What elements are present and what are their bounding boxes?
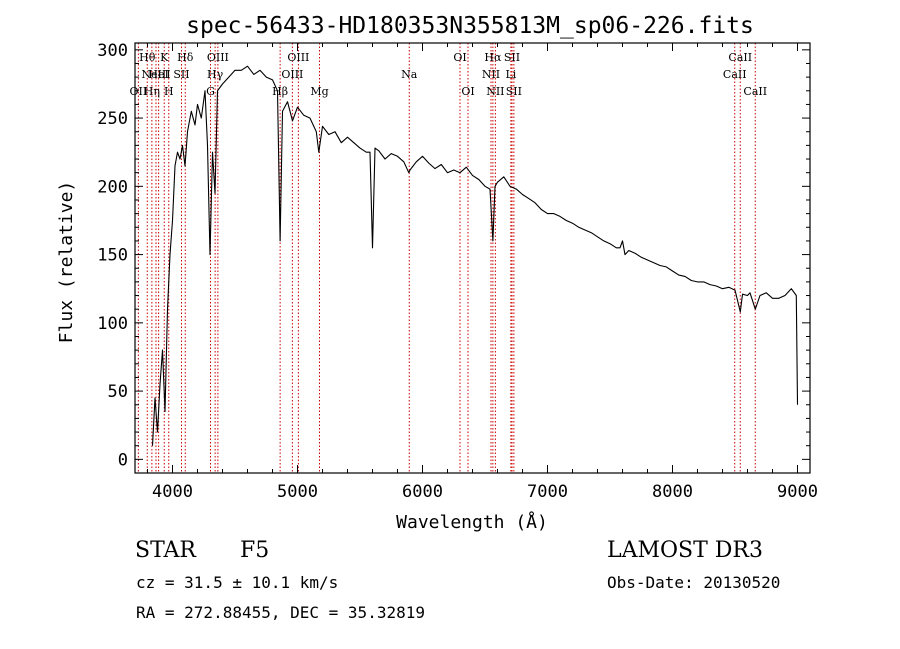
object-class: STAR	[135, 538, 196, 563]
line-marker-label: Hθ	[139, 51, 156, 64]
plot-frame	[134, 42, 811, 474]
line-marker-label: OIII	[287, 51, 309, 64]
observation-date: Obs-Date: 20130520	[607, 573, 781, 592]
line-marker-label: H	[164, 85, 174, 98]
y-tick-label: 150	[97, 246, 128, 266]
line-marker-label: OII	[130, 85, 148, 98]
x-tick-label: 6000	[402, 482, 443, 502]
line-marker-label: Li	[505, 68, 516, 81]
line-marker-label: HeI	[148, 68, 168, 81]
x-tick-label: 4000	[152, 482, 193, 502]
survey-name: LAMOST DR3	[607, 538, 763, 563]
chart-title: spec-56433-HD180353N355813M_sp06-226.fit…	[186, 13, 754, 39]
line-marker-label: K	[160, 51, 169, 64]
line-marker-label: OIII	[281, 68, 303, 81]
line-marker-label: NII	[486, 85, 504, 98]
y-tick-label: 50	[108, 382, 128, 402]
x-tick-label: 7000	[527, 482, 568, 502]
line-marker-label: NII	[482, 68, 500, 81]
spectrum-line	[151, 65, 799, 446]
line-marker-label: Mg	[310, 85, 328, 98]
y-tick-label: 0	[118, 450, 128, 470]
x-tick-label: 5000	[277, 482, 318, 502]
line-marker-label: CaII	[728, 51, 752, 64]
line-marker-label: Hγ	[207, 68, 224, 81]
spectrum-series	[151, 65, 799, 446]
line-marker-label: Hα	[484, 51, 502, 64]
line-marker-label: SII	[504, 51, 520, 64]
line-marker-label: OI	[453, 51, 466, 64]
x-axis-ticks: 4000 5000 6000 7000 8000 9000	[147, 43, 818, 502]
y-tick-label: 300	[97, 41, 128, 61]
line-marker-label: Hη	[144, 85, 160, 98]
coordinates: RA = 272.88455, DEC = 35.32819	[136, 603, 425, 622]
y-tick-label: 250	[97, 109, 128, 129]
x-axis-label: Wavelength (Å)	[396, 511, 548, 533]
line-marker-label: CaII	[723, 68, 747, 81]
line-marker-label: Hβ	[272, 85, 288, 98]
line-marker-label: SII	[173, 68, 189, 81]
x-tick-label: 9000	[777, 482, 818, 502]
line-marker-label: OI	[461, 85, 474, 98]
line-marker-label: CaII	[743, 85, 767, 98]
y-axis-ticks: 0 50 100 150 200 250 300	[97, 41, 810, 470]
line-marker-label: NeIII	[141, 68, 170, 81]
line-marker-label: SII	[506, 85, 522, 98]
spectral-line-markers	[137, 43, 756, 473]
y-tick-label: 200	[97, 177, 128, 197]
line-marker-label: G	[206, 85, 215, 98]
object-subclass: F5	[240, 538, 270, 563]
line-marker-label: OIII	[207, 51, 229, 64]
y-axis-label: Flux (relative)	[56, 181, 77, 344]
y-tick-label: 100	[97, 314, 128, 334]
redshift-velocity: cz = 31.5 ± 10.1 km/s	[136, 573, 339, 592]
x-tick-label: 8000	[652, 482, 693, 502]
line-marker-label: Hδ	[177, 51, 194, 64]
line-marker-label: Na	[401, 68, 418, 81]
